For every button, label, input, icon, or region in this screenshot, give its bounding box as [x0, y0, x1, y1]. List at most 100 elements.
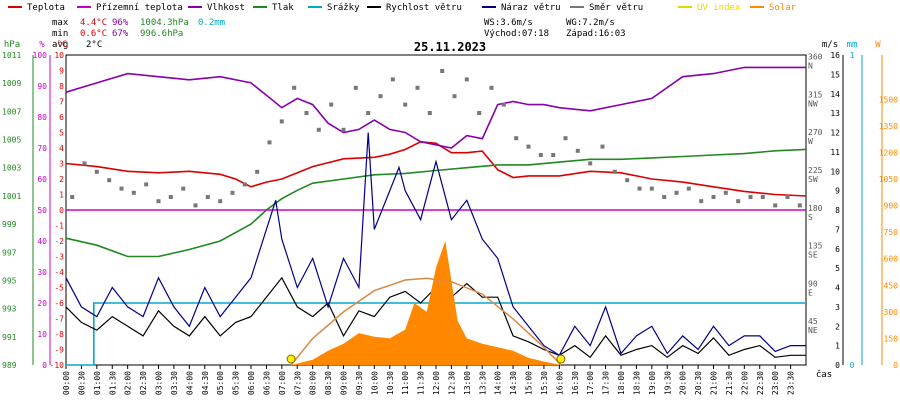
- direction-point: [415, 85, 420, 90]
- direction-point: [205, 195, 210, 199]
- x-tick-label: 21:30: [725, 371, 734, 395]
- tick-pressure: 1007: [2, 107, 21, 116]
- tick-direction-value: 315: [808, 90, 823, 99]
- tick-temperature: 0: [59, 206, 64, 215]
- tick-pressure: 1005: [2, 136, 21, 145]
- legend-label: Směr větru: [589, 3, 643, 13]
- direction-point: [341, 127, 346, 132]
- x-tick-label: 00:00: [62, 371, 71, 395]
- direction-point: [156, 199, 161, 204]
- stat-avg-label: avg: [52, 40, 68, 50]
- tick-humidity: 0: [42, 361, 47, 370]
- tick-humidity: 20: [37, 299, 47, 308]
- x-tick-label: 20:00: [679, 371, 688, 395]
- direction-point: [390, 77, 395, 82]
- tick-rain: 0: [850, 361, 855, 370]
- tick-wind-speed: 16: [830, 51, 840, 60]
- direction-point: [477, 111, 482, 115]
- direction-point: [699, 199, 704, 204]
- wind-info: WS:3.6m/s WG:7.2m/s Východ:07:18 Západ:1…: [484, 18, 626, 39]
- x-tick-label: 03:30: [170, 371, 179, 395]
- stat-max-press: 1004.3hPa: [140, 18, 189, 28]
- plot-area: [65, 54, 807, 366]
- tick-wind-speed: 10: [830, 167, 840, 176]
- tick-humidity: 90: [37, 82, 47, 91]
- tick-pressure: 1011: [2, 51, 21, 60]
- direction-point: [452, 94, 457, 99]
- x-tick-label: 07:30: [293, 371, 302, 395]
- direction-point: [329, 102, 334, 107]
- direction-point: [403, 102, 408, 107]
- x-tick-label: 02:30: [139, 371, 148, 395]
- x-tick-label: 19:30: [663, 371, 672, 395]
- direction-point: [131, 190, 136, 195]
- tick-temperature: 7: [59, 98, 64, 107]
- tick-temperature: -7: [54, 315, 64, 324]
- direction-point: [501, 102, 506, 107]
- tick-solar: 900: [884, 202, 899, 211]
- tick-temperature: -1: [54, 222, 64, 231]
- tick-humidity: 80: [37, 113, 47, 122]
- x-tick-label: 06:30: [262, 371, 271, 395]
- x-tick-label: 05:30: [232, 371, 241, 395]
- tick-direction-label: E: [808, 288, 813, 297]
- tick-pressure: 995: [2, 276, 17, 285]
- x-tick-label: 15:00: [525, 371, 534, 395]
- x-tick-label: 20:30: [694, 371, 703, 395]
- x-tick-label: 17:30: [602, 371, 611, 395]
- tick-temperature: 2: [59, 175, 64, 184]
- series-vlhkost-line: [65, 66, 806, 149]
- direction-point: [649, 186, 654, 191]
- tick-pressure: 991: [2, 333, 17, 342]
- tick-rain: 1: [850, 51, 855, 60]
- stat-min-press: 996.6hPa: [140, 29, 183, 39]
- tick-humidity: 10: [37, 330, 47, 339]
- x-tick-label: 11:00: [401, 371, 410, 395]
- solar-area: [291, 241, 561, 365]
- x-tick-label: 13:30: [478, 371, 487, 395]
- direction-point: [366, 111, 371, 115]
- tick-pressure: 1001: [2, 192, 21, 201]
- x-tick-label: 11:30: [417, 371, 426, 395]
- tick-direction-value: 135: [808, 242, 823, 251]
- tick-pressure: 999: [2, 220, 17, 229]
- x-tick-label: 07:00: [278, 371, 287, 395]
- x-tick-label: 23:30: [787, 371, 796, 395]
- stat-min-label: min: [52, 29, 68, 39]
- legend-label: Srážky: [327, 3, 360, 13]
- axis-unit-humidity: %: [39, 40, 45, 50]
- stat-min-hum: 67%: [112, 29, 129, 39]
- x-tick-label: 04:00: [185, 371, 194, 395]
- tick-humidity: 100: [33, 51, 48, 60]
- x-tick-label: 15:30: [540, 371, 549, 395]
- direction-point: [304, 111, 309, 115]
- x-tick-label: 05:00: [216, 371, 225, 395]
- x-tick-label: 17:00: [586, 371, 595, 395]
- tick-direction-value: 45: [808, 317, 818, 326]
- legend-label: Tlak: [272, 3, 294, 13]
- axis-unit-temperature: °C: [57, 40, 68, 50]
- tick-pressure: 1003: [2, 164, 21, 173]
- stat-avg-temp: 2°C: [86, 40, 102, 50]
- sunrise-time: Východ:07:18: [484, 29, 549, 39]
- x-tick-label: 18:00: [617, 371, 626, 395]
- direction-point: [70, 195, 75, 199]
- direction-point: [255, 169, 260, 174]
- tick-direction-label: NE: [808, 326, 818, 335]
- tick-direction-label: N: [808, 62, 813, 71]
- direction-point: [230, 190, 235, 195]
- axis-unit-wind_speed: m/s: [822, 40, 838, 50]
- direction-point: [662, 195, 667, 199]
- direction-point: [760, 195, 765, 199]
- tick-wind-speed: 6: [835, 245, 840, 254]
- legend-label: Solar: [769, 3, 797, 13]
- tick-pressure: 997: [2, 248, 17, 257]
- tick-direction-label: S: [808, 213, 813, 222]
- direction-point: [353, 85, 358, 90]
- tick-humidity: 40: [37, 237, 47, 246]
- tick-wind-speed: 11: [830, 148, 840, 157]
- direction-point: [144, 182, 149, 187]
- series-n-raz-v-tru-line: [65, 132, 806, 357]
- direction-point: [464, 77, 469, 82]
- direction-point: [193, 203, 198, 208]
